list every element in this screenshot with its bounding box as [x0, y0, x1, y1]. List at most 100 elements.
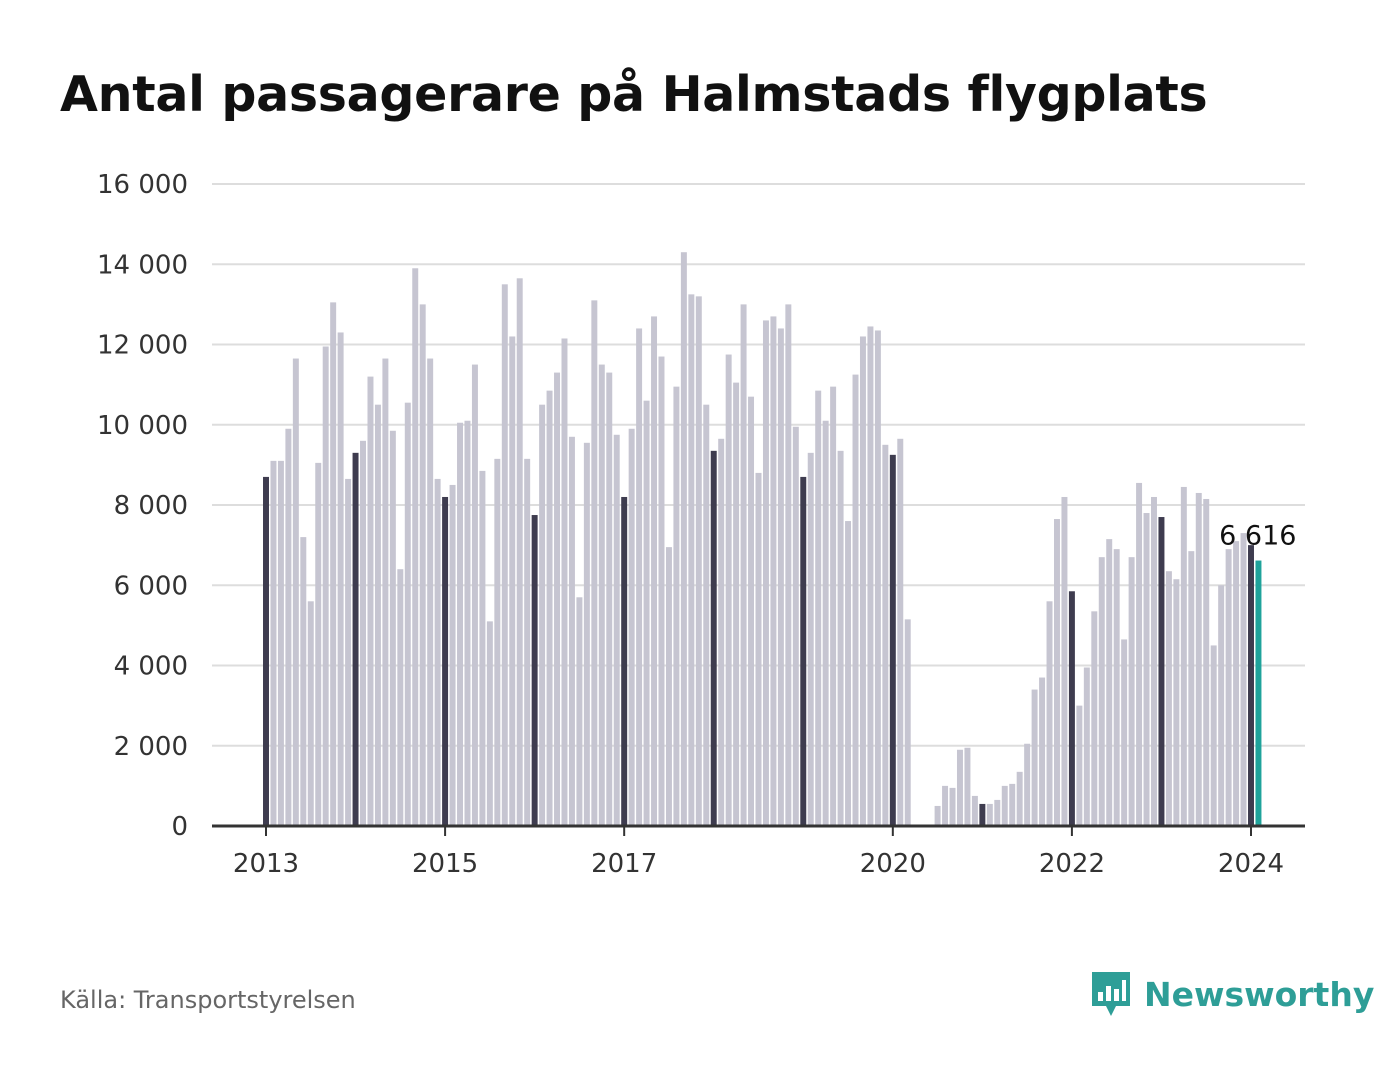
bar [1151, 496, 1157, 826]
bar [1136, 482, 1143, 826]
axes [212, 824, 1305, 836]
data-label-latest: 6 616 [1219, 521, 1296, 552]
bar [367, 376, 374, 826]
x-tick-label: 2022 [1039, 849, 1105, 879]
bar [874, 330, 881, 826]
bar [1143, 513, 1150, 826]
bar [949, 787, 956, 826]
bar [382, 358, 389, 826]
bar [658, 356, 665, 826]
bar [748, 396, 755, 826]
y-tick-label: 10 000 [97, 411, 188, 441]
bar [494, 458, 501, 826]
bar-series [263, 252, 1262, 827]
bar [263, 476, 269, 826]
bar [1009, 783, 1016, 826]
bar [1195, 492, 1202, 826]
bar [628, 428, 635, 826]
bar [859, 336, 866, 826]
bar [695, 296, 702, 827]
y-tick-label: 0 [171, 812, 188, 842]
bar [718, 438, 725, 826]
bar [1024, 743, 1031, 826]
bar [539, 404, 546, 826]
bar [964, 747, 971, 826]
bar [867, 326, 874, 826]
bar [1165, 571, 1172, 826]
bar [576, 597, 583, 826]
newsworthy-logo-icon [1092, 972, 1130, 1016]
bar [688, 294, 695, 826]
bar [1128, 557, 1135, 826]
bar [762, 320, 769, 826]
source-note: Källa: Transportstyrelsen [60, 986, 356, 1014]
x-tick-label: 2017 [591, 849, 657, 879]
y-tick-label: 8 000 [114, 491, 188, 521]
bar [770, 316, 777, 826]
bar [1016, 771, 1023, 826]
tick-labels: 0 2 000 4 000 6 000 8 000 10 000 12 000 14 000 1… [97, 170, 1296, 879]
bar [598, 364, 605, 826]
bar [800, 476, 807, 826]
bar [733, 382, 740, 826]
bar [971, 795, 978, 826]
x-tick-label: 2013 [233, 849, 299, 879]
bar [531, 515, 538, 826]
bar [845, 521, 852, 826]
bar [673, 386, 680, 826]
bar [852, 374, 859, 826]
bar [449, 484, 456, 826]
bar [457, 422, 463, 826]
bar [277, 460, 284, 826]
bar [979, 803, 986, 826]
bar [1054, 519, 1060, 826]
bar [934, 805, 941, 826]
bar [389, 430, 396, 826]
bar [1091, 611, 1098, 826]
bar [546, 390, 553, 826]
bar [1173, 579, 1180, 826]
bar [882, 444, 889, 826]
bar [606, 372, 613, 826]
bar [837, 450, 844, 826]
bar [725, 354, 732, 826]
bar [486, 621, 493, 826]
bar [427, 358, 434, 826]
bar [807, 452, 814, 826]
bar [1061, 496, 1068, 826]
bar [501, 284, 508, 826]
bar [471, 364, 478, 826]
bar [897, 438, 904, 826]
bar [1031, 689, 1038, 826]
bar [785, 304, 792, 826]
bar [815, 390, 822, 826]
bar [464, 420, 471, 826]
bar [292, 358, 299, 826]
bar [516, 278, 523, 826]
bar [345, 478, 352, 826]
bar [1121, 639, 1128, 826]
bar [330, 302, 337, 826]
bar [524, 458, 531, 826]
bar [904, 619, 911, 826]
y-tick-label: 6 000 [114, 571, 188, 601]
bar [1083, 667, 1090, 826]
bar [374, 404, 381, 826]
bar [822, 420, 829, 826]
bar [1039, 677, 1046, 826]
bar [889, 454, 896, 826]
bar [1210, 645, 1217, 826]
x-tick-label: 2024 [1218, 849, 1284, 879]
brand-logo[interactable]: Newsworthy [1090, 970, 1374, 1018]
bar [1046, 601, 1053, 826]
brand-name: Newsworthy [1144, 974, 1375, 1014]
bar [404, 402, 411, 826]
bar [643, 400, 650, 826]
bar [1180, 486, 1187, 826]
bar [830, 386, 837, 826]
bar [1158, 517, 1165, 826]
bar [352, 452, 359, 826]
bar [1106, 539, 1113, 826]
bar [509, 336, 516, 826]
